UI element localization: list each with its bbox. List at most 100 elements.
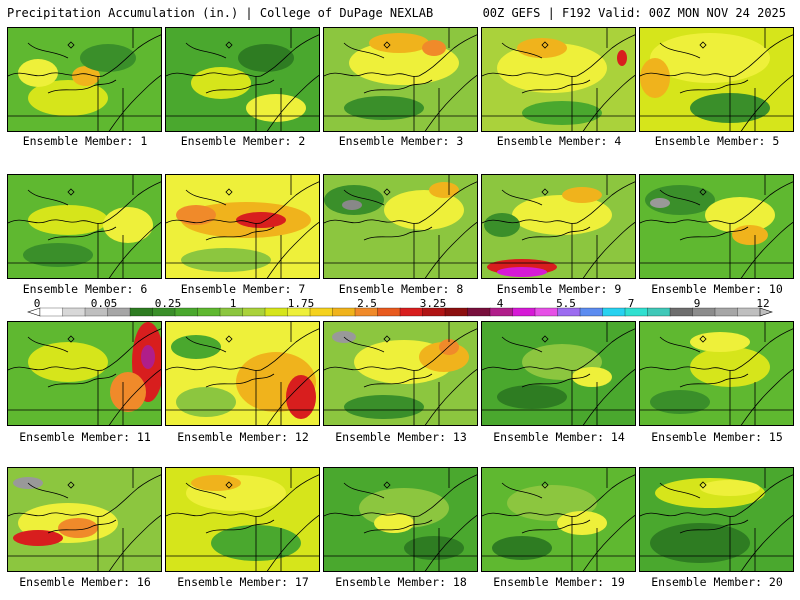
ensemble-member-label: Ensemble Member: 12 [177, 430, 309, 444]
map-boundary-line [205, 373, 275, 388]
map-boundary-line [166, 366, 262, 371]
map-boundary-line [740, 74, 793, 131]
ensemble-member-label: Ensemble Member: 3 [338, 134, 464, 148]
location-diamond-icon [699, 481, 707, 489]
map-boundary-line [260, 328, 319, 371]
location-diamond-icon [541, 41, 549, 49]
ensemble-member-label: Ensemble Member: 2 [180, 134, 306, 148]
precip-map [8, 175, 161, 278]
map-boundary-line [343, 336, 385, 353]
precip-contour [497, 267, 547, 277]
map-boundary-line [521, 519, 591, 534]
precip-map [166, 468, 319, 571]
map-boundary-line [324, 219, 420, 224]
map-boundary-line [740, 368, 793, 425]
location-diamond-icon [699, 188, 707, 196]
precip-map [482, 28, 635, 131]
map-boundary-line [640, 512, 736, 517]
precip-contour [690, 347, 770, 387]
ensemble-map-panel [7, 27, 162, 132]
map-boundary-line [8, 219, 104, 224]
precip-contour [572, 367, 612, 387]
colorbar-swatch [242, 307, 266, 317]
ensemble-member-label: Ensemble Member: 10 [651, 282, 783, 296]
precip-contour [404, 536, 464, 560]
precip-contour [650, 390, 710, 414]
precip-contour [492, 536, 552, 560]
map-boundary-line [659, 336, 701, 353]
precip-contour [369, 33, 429, 53]
ensemble-map-panel [165, 321, 320, 426]
colorbar-tick-label: 0.05 [90, 297, 118, 310]
precip-contour [342, 200, 362, 210]
map-boundary-line [102, 328, 161, 371]
ensemble-map-panel [639, 467, 794, 572]
location-diamond-icon [383, 41, 391, 49]
colorbar-tick-label: 9 [693, 297, 701, 310]
map-boundary-line [205, 79, 275, 94]
ensemble-map-panel [481, 321, 636, 426]
map-boundary-line [47, 226, 117, 241]
precip-contour [344, 96, 424, 120]
location-diamond-icon [383, 335, 391, 343]
colorbar-swatch [62, 307, 86, 317]
map-boundary-line [8, 72, 104, 77]
precip-map [640, 322, 793, 425]
map-boundary-line [521, 226, 591, 241]
ensemble-map-panel [323, 174, 478, 279]
precip-map [324, 175, 477, 278]
location-diamond-icon [383, 188, 391, 196]
map-boundary-line [659, 482, 701, 499]
map-boundary-line [501, 189, 543, 206]
map-boundary-line [324, 512, 420, 517]
map-boundary-line [324, 72, 420, 77]
colorbar-tick-label: 1 [229, 297, 237, 310]
precip-contour [18, 59, 58, 87]
chart-title: Precipitation Accumulation (in.) | Colle… [7, 6, 434, 20]
map-boundary-line [27, 336, 69, 353]
map-boundary-line [27, 42, 69, 59]
ensemble-member-label: Ensemble Member: 19 [493, 575, 625, 589]
ensemble-map-panel [323, 467, 478, 572]
precip-contour [141, 345, 155, 369]
map-boundary-line [266, 514, 319, 571]
colorbar-tick-label: 5.5 [556, 297, 576, 310]
map-boundary-line [166, 219, 262, 224]
model-run-info: 00Z GEFS | F192 Valid: 00Z MON NOV 24 20… [482, 6, 786, 20]
colorbar-tick-label: 0 [33, 297, 41, 310]
ensemble-member-label: Ensemble Member: 5 [654, 134, 780, 148]
map-boundary-line [343, 189, 385, 206]
colorbar-swatch [602, 307, 626, 317]
precip-contour [238, 44, 294, 72]
map-boundary-line [424, 368, 477, 425]
precip-map [324, 322, 477, 425]
precip-map [166, 175, 319, 278]
precip-contour [344, 395, 424, 419]
ensemble-member-label: Ensemble Member: 14 [493, 430, 625, 444]
location-diamond-icon [541, 481, 549, 489]
map-boundary-line [260, 181, 319, 224]
precip-map [8, 322, 161, 425]
location-diamond-icon [699, 335, 707, 343]
precip-contour [176, 205, 216, 225]
map-boundary-line [734, 181, 793, 224]
map-boundary-line [266, 368, 319, 425]
colorbar-swatch [129, 307, 154, 317]
map-boundary-line [576, 474, 635, 517]
precip-map [482, 322, 635, 425]
precip-map [8, 28, 161, 131]
colorbar-swatch [39, 307, 64, 317]
ensemble-member-label: Ensemble Member: 15 [651, 430, 783, 444]
precip-contour [517, 38, 567, 58]
map-boundary-line [166, 72, 262, 77]
precip-contour [690, 332, 750, 352]
precip-contour [13, 530, 63, 546]
precip-contour [429, 182, 459, 198]
map-boundary-line [47, 373, 117, 388]
map-boundary-line [679, 373, 749, 388]
map-boundary-line [166, 512, 262, 517]
map-boundary-line [640, 72, 736, 77]
colorbar-swatch [444, 307, 469, 317]
map-boundary-line [734, 328, 793, 371]
precip-map [8, 468, 161, 571]
